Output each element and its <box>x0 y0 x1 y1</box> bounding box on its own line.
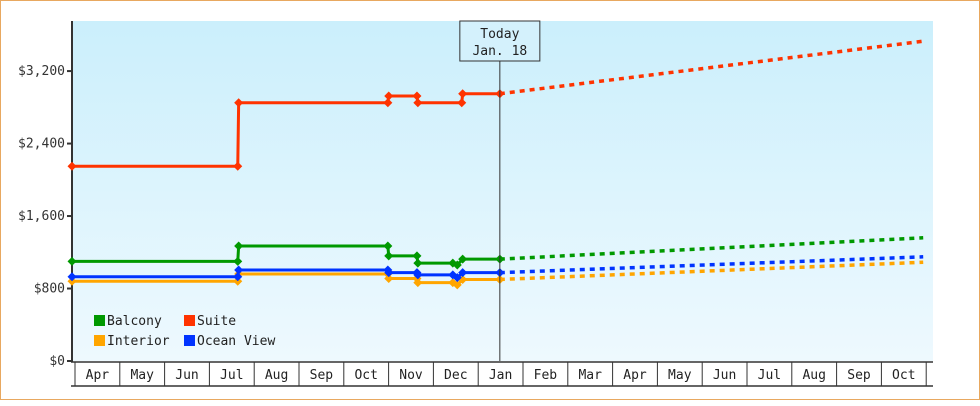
x-month-label: Sep <box>310 368 334 383</box>
x-month-label: Dec <box>444 368 467 383</box>
data-point-marker[interactable] <box>67 256 77 266</box>
data-point-marker[interactable] <box>383 98 393 108</box>
data-point-marker[interactable] <box>458 254 468 264</box>
y-tick-label: $3,200 <box>18 64 65 79</box>
legend-swatch <box>94 335 105 346</box>
x-month-label: Jun <box>713 368 736 383</box>
today-label-box <box>459 20 541 62</box>
y-tick-label: $0 <box>49 354 65 369</box>
x-month-label: Aug <box>802 368 825 383</box>
data-point-marker[interactable] <box>233 161 243 171</box>
y-tick-label: $800 <box>34 282 65 297</box>
data-point-marker[interactable] <box>413 98 423 108</box>
data-point-marker[interactable] <box>413 258 423 268</box>
data-point-marker[interactable] <box>67 161 77 171</box>
x-month-label: Oct <box>354 368 377 383</box>
legend-label: Balcony <box>107 314 162 329</box>
data-point-marker[interactable] <box>384 274 394 284</box>
data-point-marker[interactable] <box>67 272 77 282</box>
x-month-label: Nov <box>399 368 423 383</box>
x-month-label: Jun <box>175 368 198 383</box>
data-point-marker[interactable] <box>452 260 462 270</box>
data-point-marker[interactable] <box>457 98 467 108</box>
x-month-label: Sep <box>847 368 871 383</box>
x-month-label: Mar <box>578 368 602 383</box>
legend-item-ocean-view[interactable]: Ocean View <box>184 334 275 349</box>
data-point-marker[interactable] <box>234 98 244 108</box>
legend-swatch <box>184 315 195 326</box>
series-balcony <box>67 236 924 270</box>
data-point-marker[interactable] <box>384 268 394 278</box>
x-month-label: Jan <box>489 368 512 383</box>
data-point-marker[interactable] <box>384 91 394 101</box>
data-point-marker[interactable] <box>412 91 422 101</box>
data-point-marker[interactable] <box>233 272 243 282</box>
data-point-marker[interactable] <box>234 265 244 275</box>
data-point-marker[interactable] <box>452 280 462 290</box>
today-marker: Today Jan. 18 <box>459 20 541 361</box>
legend-swatch <box>94 315 105 326</box>
series-ocean-view <box>67 255 924 283</box>
y-tick-label: $2,400 <box>18 137 65 152</box>
data-point-marker[interactable] <box>452 273 462 283</box>
x-month-label: Oct <box>892 368 915 383</box>
data-point-marker[interactable] <box>233 276 243 286</box>
x-month-label: Feb <box>534 368 558 383</box>
legend-item-interior[interactable]: Interior <box>94 334 170 349</box>
legend: Balcony Suite Interior Ocean View <box>94 314 275 349</box>
today-label: Today <box>480 27 519 42</box>
x-month-label: Apr <box>86 368 110 383</box>
x-month-label: May <box>130 368 154 383</box>
legend-item-suite[interactable]: Suite <box>184 314 236 329</box>
today-date: Jan. 18 <box>472 44 527 59</box>
legend-item-balcony[interactable]: Balcony <box>94 314 162 329</box>
data-point-marker[interactable] <box>458 268 468 278</box>
x-month-label: May <box>668 368 692 383</box>
data-point-marker[interactable] <box>413 270 423 280</box>
data-point-marker[interactable] <box>413 278 423 288</box>
y-tick-label: $1,600 <box>18 209 65 224</box>
data-point-marker[interactable] <box>412 251 422 261</box>
data-point-marker[interactable] <box>234 241 244 251</box>
plot-area <box>73 21 933 361</box>
data-point-marker[interactable] <box>383 241 393 251</box>
legend-label: Ocean View <box>197 334 275 349</box>
x-axis: Apr May Jun Jul Aug Sep Oct Nov Dec Jan Feb Mar Apr M… <box>71 361 933 387</box>
legend-label: Suite <box>197 314 236 329</box>
data-point-marker[interactable] <box>384 251 394 261</box>
x-month-label: Jul <box>758 368 781 383</box>
legend-label: Interior <box>107 334 170 349</box>
data-point-marker[interactable] <box>233 256 243 266</box>
data-point-marker[interactable] <box>67 276 77 286</box>
legend-swatch <box>184 335 195 346</box>
x-month-label: Aug <box>265 368 288 383</box>
x-month-label: Jul <box>220 368 243 383</box>
series-layer <box>67 39 924 290</box>
y-axis: $0 $800 $1,600 $2,400 $3,200 <box>18 21 73 369</box>
x-month-label: Apr <box>623 368 647 383</box>
data-point-marker[interactable] <box>458 89 468 99</box>
